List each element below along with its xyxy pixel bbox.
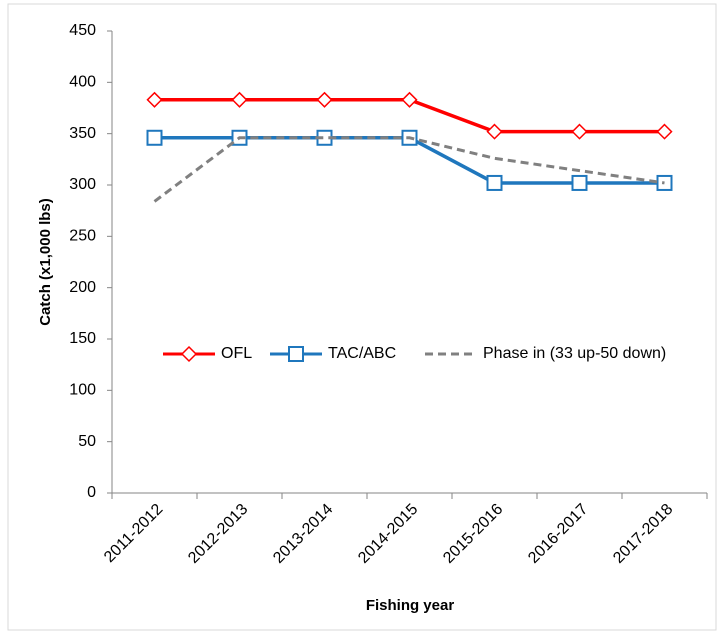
data-point bbox=[571, 174, 588, 191]
y-tick-label: 250 bbox=[69, 228, 96, 245]
data-point bbox=[571, 123, 588, 140]
data-point bbox=[146, 91, 163, 108]
x-axis-title: Fishing year bbox=[366, 597, 455, 614]
legend-marker bbox=[180, 345, 198, 363]
y-tick-label: 200 bbox=[69, 279, 96, 296]
legend-label: TAC/ABC bbox=[328, 345, 396, 362]
legend-label: Phase in (33 up-50 down) bbox=[483, 345, 666, 362]
data-point bbox=[486, 123, 503, 140]
y-tick-label: 300 bbox=[69, 176, 96, 193]
y-tick-label: 400 bbox=[69, 74, 96, 91]
series-line bbox=[153, 136, 665, 203]
y-tick-label: 350 bbox=[69, 125, 96, 142]
data-point bbox=[146, 129, 163, 146]
y-axis-title: Catch (x1,000 lbs) bbox=[37, 198, 54, 326]
chart-frame bbox=[7, 3, 717, 631]
y-tick-label: 50 bbox=[78, 433, 96, 450]
legend-marker bbox=[288, 346, 304, 362]
y-tick-label: 0 bbox=[87, 484, 96, 501]
y-tick-label: 150 bbox=[69, 330, 96, 347]
data-point bbox=[401, 91, 418, 108]
data-point bbox=[656, 123, 673, 140]
y-tick-label: 450 bbox=[69, 22, 96, 39]
legend-label: OFL bbox=[221, 345, 252, 362]
data-point bbox=[231, 91, 248, 108]
data-point bbox=[486, 174, 503, 191]
data-point bbox=[316, 91, 333, 108]
y-tick-label: 100 bbox=[69, 382, 96, 399]
